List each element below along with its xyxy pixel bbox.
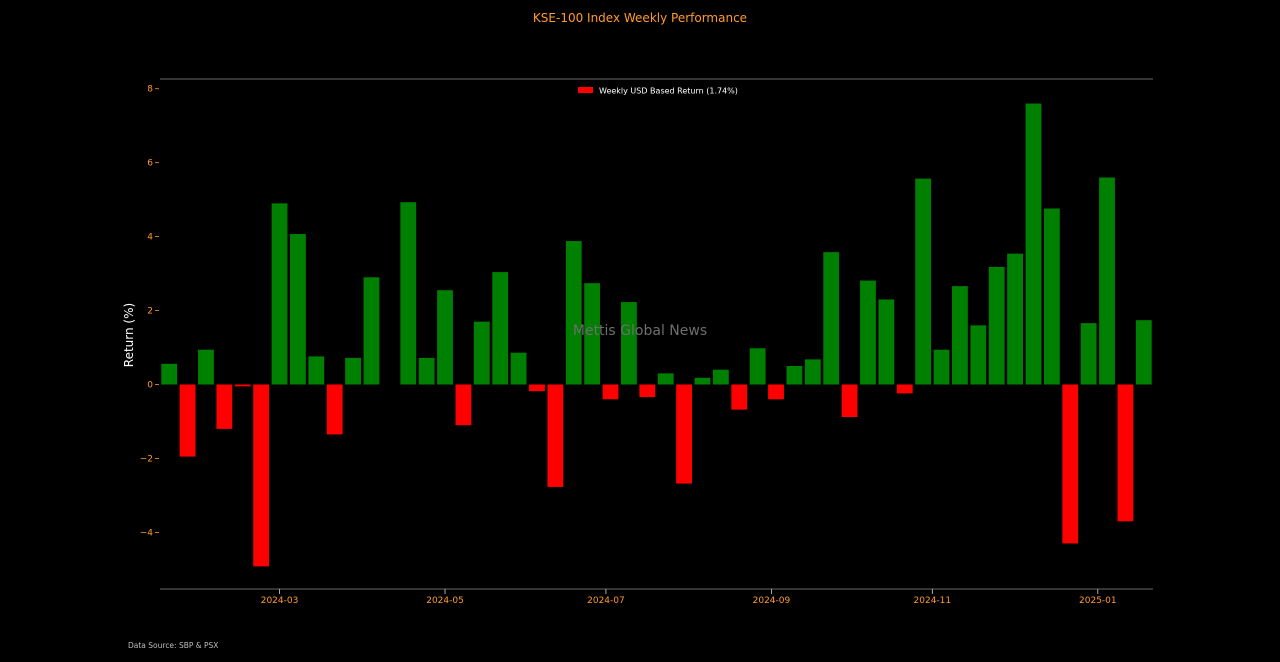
x-tick-label: 2025-01 (1079, 596, 1117, 606)
bar (290, 234, 306, 385)
y-tick-label: 4 (147, 233, 153, 243)
x-tick-label: 2024-05 (426, 596, 464, 606)
bar (657, 373, 674, 385)
bar (694, 377, 711, 385)
bar (455, 384, 472, 426)
y-ticks-group: −4 −2 0 2 4 6 8 (140, 85, 159, 538)
bar (933, 349, 950, 385)
y-axis-label: Return (%) (122, 303, 136, 367)
bar (345, 357, 361, 385)
bar (749, 348, 766, 385)
bar (253, 384, 270, 567)
bar (952, 286, 968, 385)
bar (510, 352, 527, 385)
y-tick-label: 6 (147, 159, 153, 169)
y-tick-label: 0 (147, 381, 153, 391)
bar (988, 266, 1005, 385)
chart-title: KSE-100 Index Weekly Performance (532, 11, 748, 25)
bar (804, 359, 821, 385)
bar (271, 203, 288, 385)
bar (1135, 320, 1152, 385)
y-tick-label: 2 (147, 307, 153, 317)
bar (602, 384, 619, 400)
bar (1025, 103, 1042, 385)
bar (878, 299, 895, 385)
bar (915, 178, 932, 385)
bar (437, 290, 453, 385)
bar (823, 252, 840, 385)
bar (841, 384, 858, 418)
x-tick-label: 2024-09 (753, 596, 791, 606)
bar (161, 363, 178, 385)
bar (529, 384, 545, 392)
watermark: Mettis Global News (573, 323, 707, 339)
bar (896, 384, 913, 394)
bar (621, 302, 637, 385)
legend-swatch (578, 87, 593, 93)
bar (234, 384, 251, 387)
bar (1007, 253, 1023, 385)
data-source-note: Data Source: SBP & PSX (128, 641, 219, 650)
bar (712, 369, 729, 385)
bar (584, 283, 601, 385)
bar (308, 356, 325, 385)
bar (565, 241, 582, 385)
bar (970, 325, 987, 385)
y-tick-label: 8 (147, 85, 153, 95)
bar (473, 321, 490, 385)
bar (731, 384, 748, 410)
bar (1043, 208, 1060, 385)
bar (639, 384, 656, 398)
bars-group (161, 103, 1152, 567)
bar (400, 202, 417, 385)
bar (1099, 177, 1115, 385)
bar (363, 277, 380, 385)
bar (216, 384, 233, 429)
x-tick-label: 2024-03 (261, 596, 299, 606)
x-tick-label: 2024-11 (914, 596, 952, 606)
bar (860, 280, 876, 385)
bar (179, 384, 196, 457)
y-tick-label: −4 (140, 528, 154, 538)
legend-label: Weekly USD Based Return (1.74%) (599, 87, 738, 96)
bar (547, 384, 564, 487)
bar (1117, 384, 1134, 522)
bar (676, 384, 692, 484)
bar (768, 384, 784, 400)
bar (786, 366, 803, 385)
bar (326, 384, 343, 435)
bar (1080, 323, 1097, 385)
bar (198, 349, 214, 385)
x-ticks-group: 2024-03 2024-05 2024-07 2024-09 2024-11 2025-… (261, 589, 1117, 606)
y-tick-label: −2 (140, 454, 153, 464)
x-tick-label: 2024-07 (587, 596, 625, 606)
legend: Weekly USD Based Return (1.74%) (578, 87, 738, 96)
bar (1062, 384, 1079, 544)
bar (492, 272, 509, 385)
bar (418, 357, 435, 385)
